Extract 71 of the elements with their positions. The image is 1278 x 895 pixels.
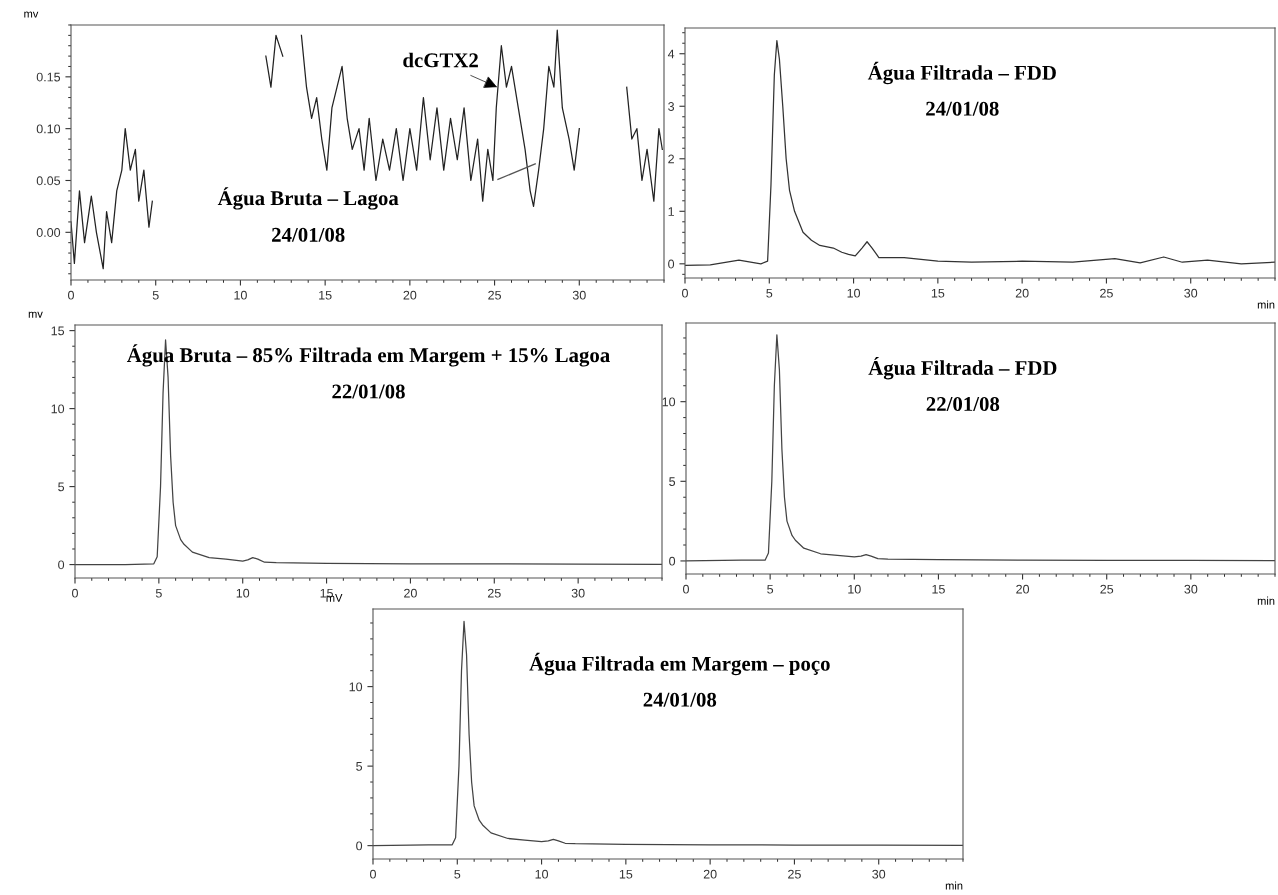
x-tick-label: 0 — [68, 290, 74, 300]
x-tick-label: 20 — [703, 869, 717, 879]
line-series — [686, 334, 1275, 562]
y-tick-label: 0 — [356, 841, 363, 851]
x-tick-label: 0 — [370, 869, 376, 879]
x-tick-label: 5 — [766, 288, 773, 298]
text: 24/01/08 — [926, 101, 999, 116]
x-tick-label: 10 — [535, 869, 549, 879]
line-series — [373, 620, 963, 847]
x-tick-label: 15 — [931, 288, 945, 298]
x-tick-label: 5 — [152, 290, 159, 300]
y-tick-label: 5 — [356, 762, 363, 771]
x-tick-label: 30 — [872, 869, 886, 879]
x-tick-label: 20 — [1016, 584, 1030, 594]
x-tick-label: 5 — [767, 584, 774, 594]
x-tick-label: 25 — [487, 588, 501, 598]
x-tick-label: 15 — [319, 290, 332, 300]
y-tick-label: 0.05 — [36, 176, 61, 186]
annotation: dcGTX2 — [403, 52, 478, 68]
x-tick-label: 30 — [1184, 584, 1198, 594]
x-tick-label: 30 — [571, 588, 585, 598]
y-tick-label: 0 — [668, 259, 675, 269]
y-tick-label: 2 — [668, 154, 674, 164]
x-tick-label: 15 — [932, 584, 945, 594]
x-tick-label: 25 — [488, 290, 501, 300]
text: 22/01/08 — [926, 396, 1000, 412]
x-axis-title: min — [1257, 300, 1275, 309]
y-tick-label: 10 — [51, 404, 65, 414]
y-tick-label: 5 — [58, 482, 65, 492]
x-tick-label: 30 — [572, 290, 586, 300]
x-tick-label: 20 — [403, 290, 417, 300]
x-tick-label: 10 — [847, 288, 861, 298]
y-tick-label: 0.00 — [36, 228, 61, 237]
x-tick-label: 5 — [454, 869, 461, 879]
text: Água Filtrada – FDD — [867, 61, 1056, 85]
y-tick-label: 4 — [667, 49, 675, 59]
x-axis-title: min — [1257, 596, 1275, 605]
x-tick-label: 15 — [619, 869, 633, 879]
x-tick-label: 25 — [1100, 288, 1113, 298]
text: 22/01/08 — [332, 384, 405, 399]
y-axis-title: mv — [24, 11, 39, 18]
text: Água Bruta – Lagoa — [217, 187, 399, 210]
x-tick-label: 30 — [1184, 288, 1198, 298]
y-tick-label: 5 — [669, 477, 676, 486]
y-tick-label: 0.15 — [36, 72, 61, 82]
x-tick-label: 5 — [155, 588, 162, 598]
x-tick-label: 25 — [1100, 584, 1114, 594]
x-tick-label: 20 — [404, 588, 417, 598]
y-tick-label: 0.10 — [36, 124, 61, 134]
x-tick-label: 10 — [236, 588, 250, 598]
x-tick-label: 0 — [682, 288, 688, 298]
text: Água Filtrada – FDD — [868, 356, 1057, 380]
y-tick-label: 1 — [668, 207, 674, 216]
text: Água Filtrada em Margem – poço — [529, 652, 830, 676]
y-tick-label: 15 — [51, 326, 65, 336]
y-tick-label: 10 — [349, 682, 363, 692]
x-tick-label: 0 — [683, 584, 689, 594]
y-axis-title: mv — [28, 311, 43, 318]
line-series — [75, 339, 662, 566]
y-tick-label: 0 — [58, 560, 65, 570]
x-tick-label: 25 — [788, 869, 801, 879]
text: 24/01/08 — [643, 692, 717, 707]
x-axis-title: min — [945, 881, 963, 890]
x-tick-label: 10 — [234, 290, 247, 300]
x-tick-label: 10 — [848, 584, 861, 594]
y-tick-label: 3 — [668, 102, 675, 111]
x-tick-label: 0 — [72, 588, 78, 598]
text: 24/01/08 — [272, 227, 345, 242]
x-tick-label: 20 — [1015, 288, 1029, 298]
y-tick-label: 10 — [662, 397, 676, 407]
y-tick-label: 0 — [669, 556, 676, 566]
